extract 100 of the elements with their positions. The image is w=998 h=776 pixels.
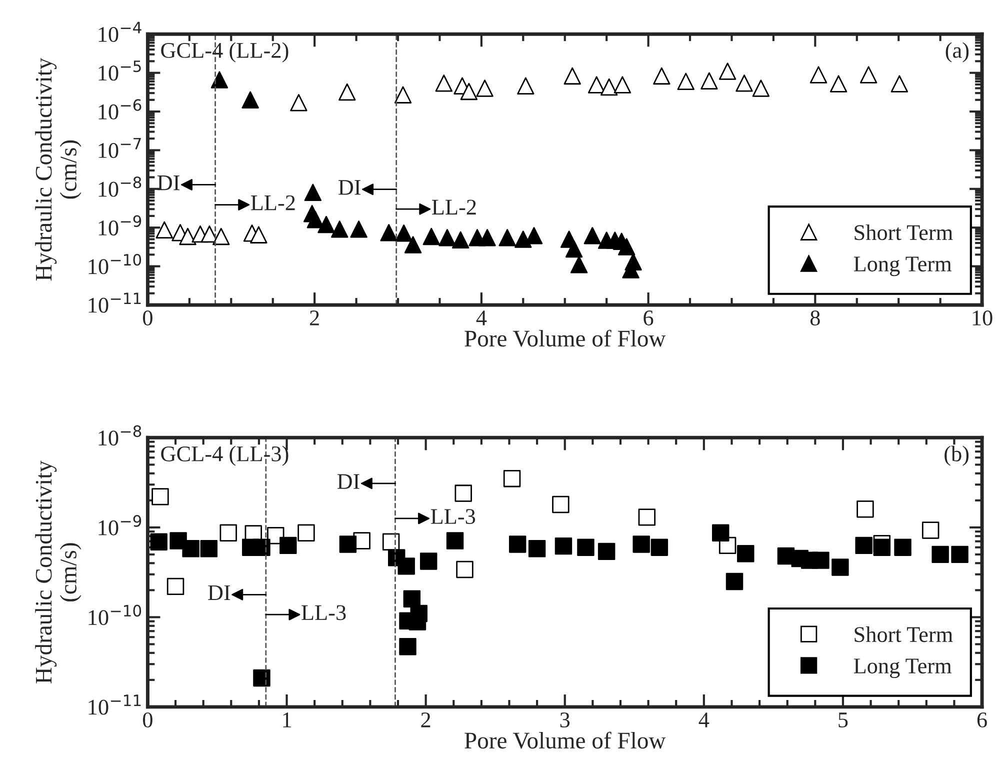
point	[752, 80, 770, 97]
point	[179, 228, 196, 246]
annotation: LL-2	[250, 195, 295, 210]
point	[399, 638, 416, 656]
point	[420, 552, 438, 570]
legend-label: Long Term	[854, 658, 952, 678]
x-tick-label: 0	[142, 310, 152, 326]
point	[503, 470, 521, 488]
point	[250, 226, 268, 244]
point	[554, 537, 572, 555]
point	[614, 76, 632, 94]
annotation: LL-2	[432, 200, 476, 214]
legend-label: Short Term	[854, 626, 953, 642]
point	[395, 224, 412, 242]
point	[152, 488, 169, 506]
x-tick-label: 4	[698, 712, 710, 728]
x-tick-label: 10	[972, 310, 992, 326]
x-tick-label: 3	[560, 712, 570, 728]
point	[339, 536, 357, 553]
point	[890, 75, 908, 92]
point	[700, 72, 718, 90]
point	[856, 500, 874, 518]
point	[810, 66, 828, 84]
legend-label: Long Term	[854, 256, 952, 276]
point	[350, 220, 368, 238]
point	[514, 230, 532, 248]
y-tick-label: 10$^{−11}$	[88, 292, 141, 313]
point	[404, 236, 422, 254]
point	[403, 590, 421, 608]
point	[718, 62, 736, 80]
y-tick-label: 10$^{−9}$	[98, 515, 142, 536]
y-tick-label: 10$^{−10}$	[88, 254, 142, 274]
annotation: GCL-4 (LL-3)	[161, 446, 288, 466]
x-tick-label: 8	[810, 310, 820, 326]
point	[564, 67, 581, 85]
point	[632, 536, 650, 553]
point	[528, 540, 546, 558]
annotation: DI	[338, 180, 361, 195]
point	[830, 75, 848, 92]
point	[517, 77, 534, 94]
x-tick-label: 2	[310, 310, 319, 326]
point	[860, 66, 878, 84]
x-axis-title: Pore Volume of Flow	[464, 732, 666, 749]
point	[398, 558, 415, 575]
point	[253, 538, 270, 556]
point	[598, 542, 616, 560]
point	[726, 572, 744, 590]
point	[318, 216, 335, 234]
point	[435, 74, 453, 92]
annotation: LL-3	[302, 605, 346, 620]
point	[304, 184, 322, 202]
point	[855, 536, 872, 554]
point	[832, 558, 849, 576]
annotation: GCL-4 (LL-2)	[161, 42, 288, 62]
point	[618, 238, 636, 256]
point	[476, 80, 494, 97]
point	[951, 546, 968, 564]
point	[456, 560, 474, 578]
point	[438, 229, 456, 246]
point	[894, 538, 912, 556]
point	[280, 536, 297, 554]
point	[200, 540, 218, 558]
point	[166, 578, 184, 596]
annotation: DI	[208, 585, 230, 600]
x-tick-label: 4	[476, 310, 487, 326]
point	[478, 229, 496, 246]
point	[290, 94, 308, 112]
point	[460, 82, 478, 100]
x-axis-title: Pore Volume of Flow	[464, 330, 666, 347]
point	[150, 533, 168, 550]
point	[712, 524, 730, 542]
y-tick-label: 10$^{−7}$	[98, 138, 141, 158]
annotation: (b)	[944, 446, 969, 466]
point	[932, 546, 949, 564]
point	[330, 220, 348, 238]
x-tick-label: 0	[142, 712, 152, 728]
point	[298, 524, 315, 542]
y-tick-label: 10$^{−11}$	[88, 694, 141, 715]
annotation: DI	[157, 176, 180, 190]
annotation: DI	[337, 474, 360, 489]
point	[736, 74, 753, 92]
point	[737, 545, 754, 562]
point	[922, 522, 940, 539]
x-tick-label: 6	[977, 712, 987, 728]
x-tick-label: 6	[644, 310, 654, 326]
point	[653, 67, 670, 85]
point	[570, 256, 588, 274]
point	[600, 78, 618, 96]
y-tick-label: 10$^{−8}$	[98, 176, 142, 197]
point	[812, 552, 830, 569]
point	[394, 86, 412, 104]
y-axis-title: Hydraulic Conductivity (cm/s)	[35, 58, 82, 281]
point	[498, 229, 516, 246]
y-tick-label: 10$^{−6}$	[98, 99, 142, 120]
point	[410, 604, 428, 622]
legend-label: Short Term	[854, 224, 953, 240]
point	[422, 228, 440, 246]
point	[588, 76, 606, 94]
x-tick-label: 5	[838, 712, 848, 728]
point	[242, 91, 259, 108]
